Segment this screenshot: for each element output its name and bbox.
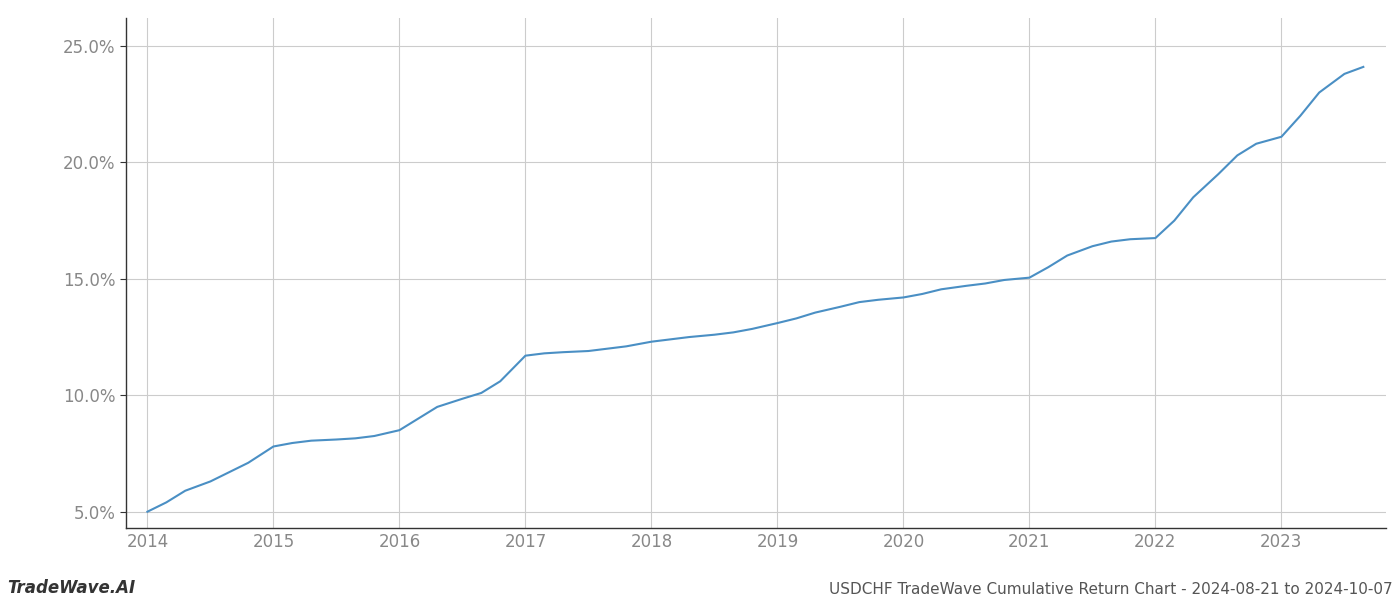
Text: TradeWave.AI: TradeWave.AI: [7, 579, 136, 597]
Text: USDCHF TradeWave Cumulative Return Chart - 2024-08-21 to 2024-10-07: USDCHF TradeWave Cumulative Return Chart…: [829, 582, 1393, 597]
